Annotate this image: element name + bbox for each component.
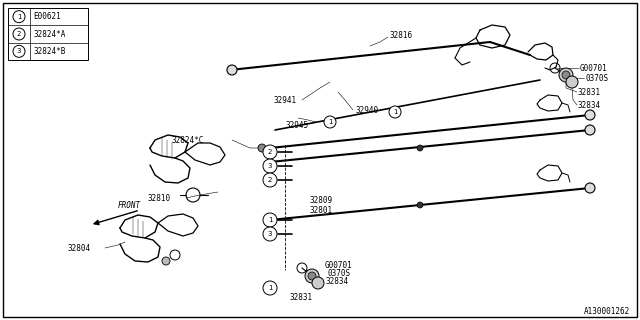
Circle shape — [258, 144, 266, 152]
Text: 32945: 32945 — [285, 121, 308, 130]
Text: 32801: 32801 — [310, 205, 333, 214]
Bar — [8, 8, 88, 60]
Circle shape — [417, 145, 423, 151]
Circle shape — [263, 227, 277, 241]
Circle shape — [312, 277, 324, 289]
Circle shape — [263, 173, 277, 187]
Circle shape — [13, 28, 25, 40]
Text: 32940: 32940 — [355, 106, 378, 115]
Text: 2: 2 — [268, 177, 272, 183]
Circle shape — [562, 71, 570, 79]
Circle shape — [585, 183, 595, 193]
Circle shape — [585, 125, 595, 135]
Text: 0370S: 0370S — [328, 268, 351, 277]
Circle shape — [566, 76, 578, 88]
Circle shape — [263, 213, 277, 227]
Text: G00701: G00701 — [325, 260, 353, 269]
Text: 32816: 32816 — [390, 30, 413, 39]
Text: 1: 1 — [268, 217, 272, 223]
Circle shape — [227, 65, 237, 75]
Text: 0370S: 0370S — [585, 74, 608, 83]
Circle shape — [263, 159, 277, 173]
Text: 32831: 32831 — [290, 293, 313, 302]
Text: 32804: 32804 — [68, 244, 91, 252]
Text: 32834: 32834 — [325, 276, 348, 285]
Text: 32809: 32809 — [310, 196, 333, 204]
Text: A130001262: A130001262 — [584, 308, 630, 316]
Text: E00621: E00621 — [33, 12, 61, 21]
Text: 32941: 32941 — [274, 95, 297, 105]
Text: 32824*A: 32824*A — [33, 29, 65, 38]
Text: 1: 1 — [328, 119, 332, 125]
Text: G00701: G00701 — [580, 63, 608, 73]
Text: 32834: 32834 — [578, 100, 601, 109]
Circle shape — [389, 106, 401, 118]
Circle shape — [585, 110, 595, 120]
Text: 32824*B: 32824*B — [33, 47, 65, 56]
Text: 1: 1 — [393, 109, 397, 115]
Text: 3: 3 — [268, 163, 272, 169]
Text: 3: 3 — [268, 231, 272, 237]
Text: 32810: 32810 — [148, 194, 171, 203]
Circle shape — [13, 45, 25, 57]
Text: 2: 2 — [17, 31, 21, 37]
Circle shape — [263, 281, 277, 295]
Circle shape — [305, 269, 319, 283]
Circle shape — [13, 11, 25, 23]
Text: 2: 2 — [268, 149, 272, 155]
Text: FRONT: FRONT — [118, 201, 141, 210]
Circle shape — [162, 257, 170, 265]
Text: 32831: 32831 — [578, 87, 601, 97]
Text: 1: 1 — [17, 14, 21, 20]
Circle shape — [263, 145, 277, 159]
Circle shape — [559, 68, 573, 82]
Circle shape — [417, 202, 423, 208]
Circle shape — [324, 116, 336, 128]
Text: 32824*C: 32824*C — [172, 135, 204, 145]
Text: 3: 3 — [17, 48, 21, 54]
Circle shape — [308, 272, 316, 280]
Text: 1: 1 — [268, 285, 272, 291]
